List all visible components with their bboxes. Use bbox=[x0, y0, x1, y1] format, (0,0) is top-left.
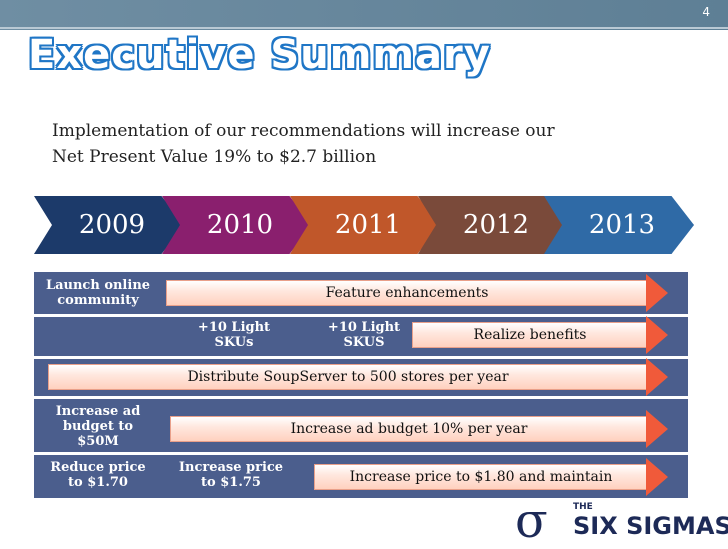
six-sigmas-logo: σ THE SIX SIGMAS bbox=[515, 493, 728, 549]
arrow-label: Feature enhancements bbox=[325, 285, 489, 301]
year-chevron-2011: 2011 bbox=[290, 196, 440, 254]
arrow-label: Realize benefits bbox=[473, 327, 587, 343]
top-bar bbox=[0, 0, 728, 30]
title-panel bbox=[0, 31, 430, 91]
logo-name: SIX SIGMAS bbox=[573, 512, 728, 540]
row2-2011-line-1: +10 Light bbox=[327, 320, 401, 335]
arrow-label: Increase price to $1.80 and maintain bbox=[349, 469, 613, 485]
arrow-body bbox=[166, 280, 648, 306]
initiatives-board: Launch online community Feature enhancem… bbox=[34, 272, 688, 498]
year-chevron-2009: 2009 bbox=[34, 196, 184, 254]
arrow-body bbox=[314, 464, 648, 490]
year-timeline: 2009 2010 2011 2012 2013 bbox=[34, 196, 694, 256]
row1-label-line-2: community bbox=[57, 293, 139, 308]
year-label: 2010 bbox=[206, 210, 274, 240]
arrow-head bbox=[646, 274, 668, 312]
row1-label-line-1: Launch online bbox=[45, 278, 151, 293]
year-label: 2009 bbox=[78, 210, 146, 240]
row5-label-2010: Increase price to $1.75 bbox=[166, 460, 296, 490]
sigma-icon: σ bbox=[515, 493, 548, 549]
intro-line-1: Implementation of our recommendations wi… bbox=[52, 121, 555, 141]
year-chevron-2013: 2013 bbox=[544, 196, 694, 254]
year-chevron-2012: 2012 bbox=[418, 196, 568, 254]
row4-label-line-2: budget to bbox=[62, 419, 134, 434]
arrow-increase-price: Increase price to $1.80 and maintain bbox=[314, 458, 668, 496]
year-label: 2013 bbox=[588, 210, 656, 240]
arrow-label: Distribute SoupServer to 500 stores per … bbox=[187, 369, 509, 385]
row5-label-2009: Reduce price to $1.70 bbox=[38, 460, 158, 490]
row-divider bbox=[34, 314, 688, 317]
row4-label-line-1: Increase ad bbox=[55, 404, 141, 419]
arrow-distribute-soupserver: Distribute SoupServer to 500 stores per … bbox=[48, 358, 668, 396]
slide-title: Executive Summary bbox=[28, 32, 491, 78]
row5-2010-line-2: to $1.75 bbox=[201, 475, 261, 490]
arrow-realize-benefits: Realize benefits bbox=[412, 316, 668, 354]
year-label: 2012 bbox=[462, 210, 530, 240]
row-divider bbox=[34, 356, 688, 359]
arrow-head bbox=[646, 410, 668, 448]
arrow-body bbox=[48, 364, 648, 390]
intro-text: Implementation of our recommendations wi… bbox=[52, 118, 692, 170]
intro-line-2: Net Present Value 19% to $2.7 billion bbox=[52, 147, 377, 167]
arrow-head bbox=[646, 316, 668, 354]
row-divider bbox=[34, 396, 688, 399]
row5-2009-line-1: Reduce price bbox=[50, 460, 146, 475]
row2-label-2010: +10 Light SKUs bbox=[184, 320, 284, 350]
row2-2011-line-2: SKUS bbox=[343, 335, 385, 350]
arrow-increase-ad-budget: Increase ad budget 10% per year bbox=[170, 410, 668, 448]
arrow-body bbox=[170, 416, 648, 442]
arrow-body bbox=[412, 322, 648, 348]
page-number: 4 bbox=[702, 5, 710, 19]
top-bar-divider bbox=[0, 27, 728, 29]
row5-2010-line-1: Increase price bbox=[178, 460, 284, 475]
row4-label: Increase ad budget to $50M bbox=[38, 404, 158, 449]
row2-2010-line-1: +10 Light bbox=[197, 320, 271, 335]
logo-the: THE bbox=[573, 502, 593, 512]
arrow-head bbox=[646, 458, 668, 496]
arrow-head bbox=[646, 358, 668, 396]
row5-2009-line-2: to $1.70 bbox=[68, 475, 128, 490]
row1-label: Launch online community bbox=[38, 278, 158, 308]
arrow-label: Increase ad budget 10% per year bbox=[290, 421, 528, 437]
row2-label-2011: +10 Light SKUS bbox=[314, 320, 414, 350]
arrow-feature-enhancements: Feature enhancements bbox=[166, 274, 668, 312]
row4-label-line-3: $50M bbox=[77, 434, 119, 449]
row2-2010-line-2: SKUs bbox=[214, 335, 254, 350]
year-label: 2011 bbox=[334, 210, 402, 240]
row-divider bbox=[34, 452, 688, 455]
year-chevron-2010: 2010 bbox=[162, 196, 312, 254]
